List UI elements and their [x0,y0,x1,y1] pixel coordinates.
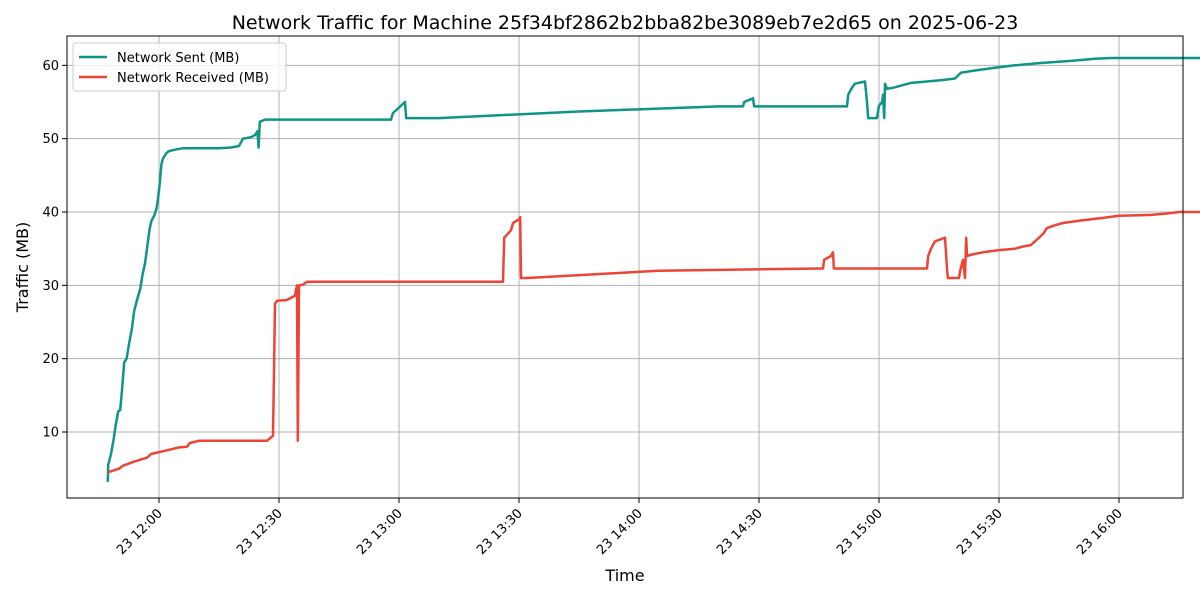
y-tick-label: 20 [42,352,59,367]
y-tick-label: 40 [42,206,59,221]
plot-frame [66,35,1184,499]
gridlines [67,36,1183,498]
series-line-network-sent [106,56,1200,482]
y-tick-label: 10 [42,426,59,441]
legend: Network Sent (MB) Network Received (MB) [72,42,287,92]
y-axis-label: Traffic (MB) [13,222,32,313]
legend-received-label: Network Received (MB) [117,71,269,86]
y-tick-label: 60 [42,59,59,74]
chart-title: Network Traffic for Machine 25f34bf2862b… [232,12,1019,34]
y-axis-ticks: 10 20 30 40 50 60 [42,59,67,441]
x-axis-label: Time [604,566,644,585]
y-tick-label: 30 [42,279,59,294]
series-line-network-received [107,210,1200,474]
y-tick-label: 50 [42,132,59,147]
legend-sent-label: Network Sent (MB) [117,51,239,66]
series-layer [106,56,1200,482]
legend-box [72,42,287,92]
